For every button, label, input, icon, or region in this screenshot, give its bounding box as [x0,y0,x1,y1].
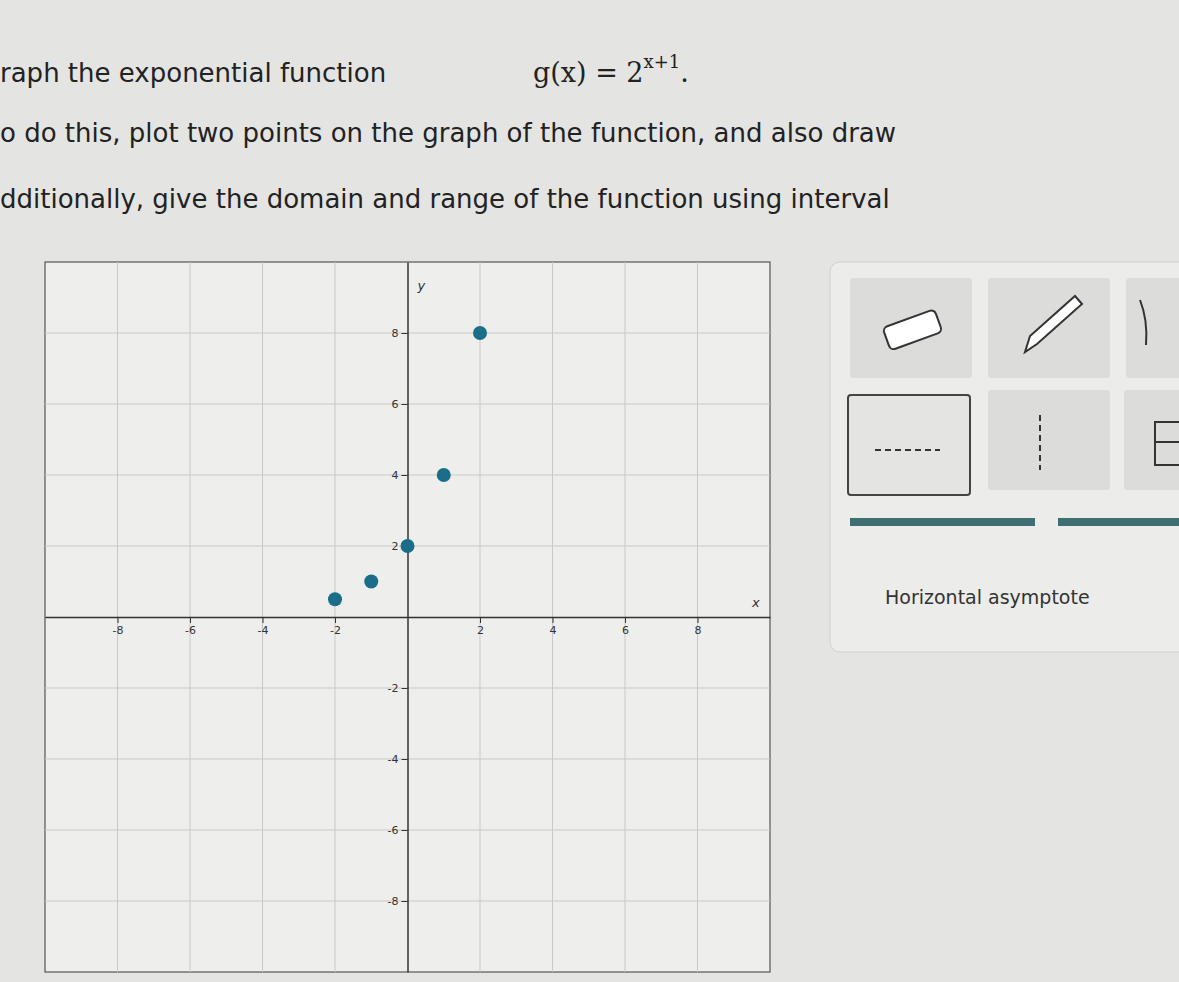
tick: 8 [392,327,408,340]
tick-label: -6 [185,624,196,637]
tick-mark [263,617,264,623]
tick-label: 6 [392,398,399,411]
tick-label: -8 [388,895,399,908]
point [473,326,487,340]
tool-button[interactable] [988,390,1110,490]
tool-button[interactable] [988,278,1110,378]
tick: -6 [388,824,408,837]
point [401,539,415,553]
function: g(x) = 2x+1. [533,51,689,88]
tool-label: Horizontal asymptote [885,586,1090,608]
grid [45,262,770,972]
tab-bar [850,518,1035,526]
tick-label: 8 [392,327,399,340]
tick: -8 [388,895,408,908]
tick: 4 [392,469,408,482]
y-axis-label: y [417,278,426,293]
point [437,468,451,482]
tick-label: 4 [392,469,399,482]
tick-mark [402,901,408,902]
tick-label: -6 [388,824,399,837]
tick-mark [625,617,626,623]
tick-mark [480,617,481,623]
tick-mark [402,333,408,334]
tick: 4 [550,617,557,637]
tick: -4 [388,753,408,766]
tick: -8 [113,617,124,637]
tick: -4 [258,617,269,637]
tick-mark [402,404,408,405]
pencil-icon [1025,296,1082,352]
dashed-h-icon [875,449,940,451]
tick-label: 6 [622,624,629,637]
prompt-line: raph the exponential function [0,58,386,88]
tick-mark [553,617,554,623]
tick: 8 [695,617,702,637]
tick-label: -8 [113,624,124,637]
prompt-line: o do this, plot two points on the graph … [0,118,896,148]
tick-label: -4 [258,624,269,637]
tick-mark [118,617,119,623]
eraser-icon [883,309,943,350]
tick-mark [402,475,408,476]
tick-mark [190,617,191,623]
page: raph the exponential function o do this, … [0,0,1179,982]
tick-label: 8 [695,624,702,637]
tick: -2 [330,617,341,637]
tick: 2 [477,617,484,637]
point [364,575,378,589]
axis-line [407,263,409,973]
tick-label: -4 [388,753,399,766]
bracket-icon [1155,422,1179,465]
tick: -2 [388,682,408,695]
x-axis-label: x [751,595,760,610]
curve-icon [1140,300,1146,345]
tool-button[interactable] [850,278,972,378]
tick-mark [698,617,699,623]
dashed-v-icon [1039,415,1041,470]
tool-button[interactable] [1126,278,1179,378]
point [328,592,342,606]
tool-button[interactable] [1124,390,1179,490]
tool-button[interactable] [848,395,970,495]
tick-label: -2 [330,624,341,637]
tick-label: 2 [392,540,399,553]
tick-mark [402,688,408,689]
tick: 6 [392,398,408,411]
tick-label: -2 [388,682,399,695]
tick-label: 2 [477,624,484,637]
tool-palette: Horizontal asymptote [830,262,1179,652]
tick: 6 [622,617,629,637]
y-axis: -8 -6 -4 -2 2 4 6 8 [388,263,408,973]
tick-mark [402,759,408,760]
plot-background [45,262,770,972]
tick: -6 [185,617,196,637]
tick-mark [335,617,336,623]
tick-label: 4 [550,624,557,637]
prompt-line: dditionally, give the domain and range o… [0,184,890,214]
points [328,326,487,606]
tab-bar [1058,518,1179,526]
tick-mark [402,830,408,831]
